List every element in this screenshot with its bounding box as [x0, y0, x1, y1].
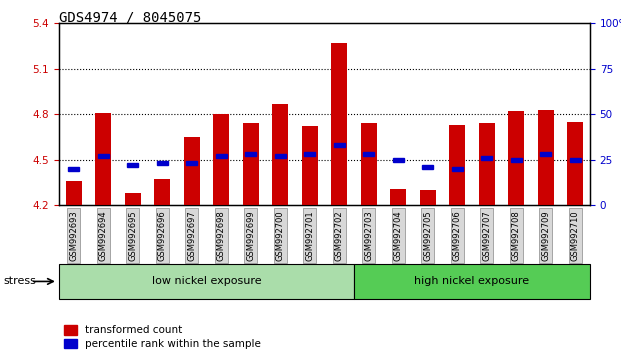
Bar: [570, 158, 581, 162]
Bar: [216, 154, 227, 158]
Bar: [304, 152, 315, 156]
Bar: [66, 181, 82, 205]
Text: low nickel exposure: low nickel exposure: [152, 276, 261, 286]
Bar: [508, 111, 524, 205]
Bar: [127, 163, 138, 167]
Bar: [422, 165, 433, 169]
Bar: [363, 152, 374, 156]
Bar: [186, 161, 197, 165]
Bar: [245, 152, 256, 156]
Bar: [393, 158, 404, 162]
Bar: [154, 179, 170, 205]
Bar: [125, 193, 141, 205]
Bar: [275, 154, 286, 158]
Text: stress: stress: [3, 276, 36, 286]
Bar: [420, 190, 436, 205]
Bar: [481, 156, 492, 160]
Bar: [361, 123, 377, 205]
Bar: [390, 189, 406, 205]
Bar: [68, 167, 79, 171]
Bar: [479, 123, 495, 205]
Text: GDS4974 / 8045075: GDS4974 / 8045075: [59, 11, 201, 25]
Bar: [331, 43, 347, 205]
Bar: [540, 152, 551, 156]
Bar: [334, 143, 345, 147]
Bar: [98, 154, 109, 158]
Text: high nickel exposure: high nickel exposure: [414, 276, 530, 286]
Bar: [243, 123, 259, 205]
Bar: [95, 113, 111, 205]
Bar: [511, 158, 522, 162]
Bar: [272, 103, 288, 205]
Bar: [538, 110, 554, 205]
Bar: [567, 122, 583, 205]
Bar: [184, 137, 200, 205]
Legend: transformed count, percentile rank within the sample: transformed count, percentile rank withi…: [64, 325, 261, 349]
Bar: [452, 167, 463, 171]
Bar: [213, 114, 229, 205]
Bar: [302, 126, 318, 205]
Bar: [449, 125, 465, 205]
Bar: [157, 161, 168, 165]
